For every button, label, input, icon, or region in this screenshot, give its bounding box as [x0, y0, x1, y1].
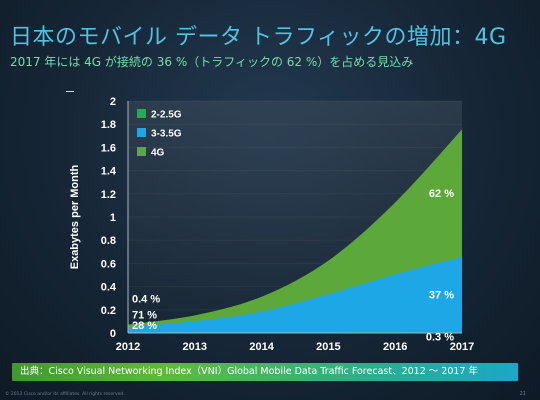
- data-annotation: 0.4 %: [132, 294, 160, 306]
- y-tick-label: 0.2: [101, 305, 116, 317]
- y-tick-label: 1.2: [101, 189, 116, 201]
- x-tick-label: 2017: [450, 341, 474, 353]
- y-tick-label: 0.8: [101, 235, 116, 247]
- legend-swatch: [137, 147, 146, 156]
- legend-label: 2-2.5G: [151, 110, 182, 121]
- y-tick-label: 1.8: [101, 119, 116, 131]
- legend-label: 4G: [151, 148, 165, 159]
- slide-title: 日本のモバイル データ トラフィックの増加：4G: [10, 25, 507, 50]
- y-tick-label: 0.6: [101, 258, 116, 270]
- data-annotation: 71 %: [132, 310, 157, 322]
- legend-swatch: [137, 109, 146, 118]
- y-tick-label: 2: [110, 96, 116, 108]
- legend-label: 3-3.5G: [151, 129, 182, 140]
- y-tick-label: 1.6: [101, 142, 116, 154]
- source-banner: [12, 363, 518, 381]
- decorative-dash: [66, 91, 74, 92]
- data-annotation: 0.3 %: [426, 331, 454, 343]
- y-tick-label: 1.4: [101, 166, 117, 178]
- x-tick-label: 2015: [316, 341, 340, 353]
- y-axis-label: Exabytes per Month: [69, 164, 81, 269]
- source-text: 出典：Cisco Visual Networking Index（VNI）Glo…: [20, 366, 478, 377]
- y-tick-label: 0: [110, 328, 116, 340]
- area-3-3-5g: [128, 257, 462, 333]
- copyright-text: © 2013 Cisco and/or its affiliates. All …: [5, 392, 125, 397]
- data-annotation: 62 %: [429, 188, 454, 200]
- x-tick-label: 2014: [249, 341, 274, 353]
- data-annotation: 28 %: [132, 320, 157, 332]
- legend-swatch: [137, 128, 146, 137]
- x-tick-label: 2013: [183, 341, 207, 353]
- y-tick-label: 1: [110, 212, 116, 224]
- data-annotation: 37 %: [429, 290, 454, 302]
- y-tick-label: 0.4: [101, 282, 117, 294]
- page-number: 21: [519, 391, 526, 397]
- x-tick-label: 2012: [116, 341, 140, 353]
- x-tick-label: 2016: [383, 341, 407, 353]
- slide-subtitle: 2017 年には 4G が接続の 36 %（トラフィックの 62 %）を占める見…: [10, 55, 414, 69]
